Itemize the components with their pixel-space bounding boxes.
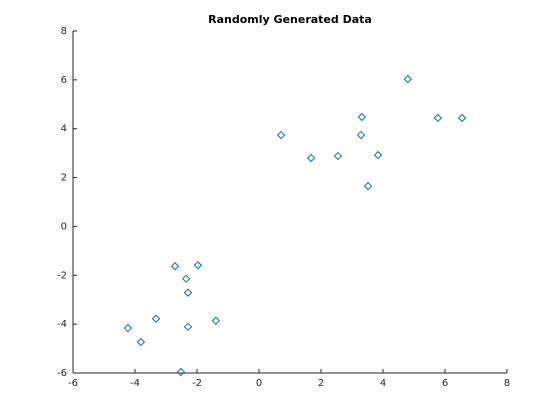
x-tick-label: 4 [380,378,386,389]
x-tick-label: -2 [192,378,202,389]
data-point [136,337,146,347]
data-point [193,261,203,270]
y-tick-label: 4 [61,124,67,135]
data-point [356,130,366,140]
y-tick-label: -4 [57,319,67,330]
data-point [123,323,133,333]
data-point [433,113,443,123]
data-point [183,322,193,332]
data-point [181,274,191,283]
x-tick-label: 2 [318,378,324,389]
y-tick-label: 8 [61,26,67,37]
data-point [211,316,221,325]
y-tick-label: 6 [61,75,67,86]
y-tick-label: -2 [57,270,67,281]
x-tick-label: 6 [442,378,448,389]
data-point [170,262,180,271]
data-point [373,150,383,160]
data-point [363,181,373,191]
data-point [306,153,316,163]
y-tick-label: -6 [57,368,67,379]
x-tick-label: -6 [68,378,78,389]
y-tick-label: 0 [61,221,67,232]
y-tick-label: 2 [61,173,67,184]
data-point [183,288,193,297]
x-tick-label: 0 [256,378,262,389]
data-point [151,314,161,323]
data-point [276,130,286,140]
data-point [403,74,413,84]
data-point [333,151,343,161]
x-tick-label: -4 [130,378,140,389]
data-point [457,113,467,123]
data-point [176,367,186,377]
x-tick-label: 8 [504,378,510,389]
data-point [357,112,367,122]
chart-title: Randomly Generated Data [208,13,372,26]
